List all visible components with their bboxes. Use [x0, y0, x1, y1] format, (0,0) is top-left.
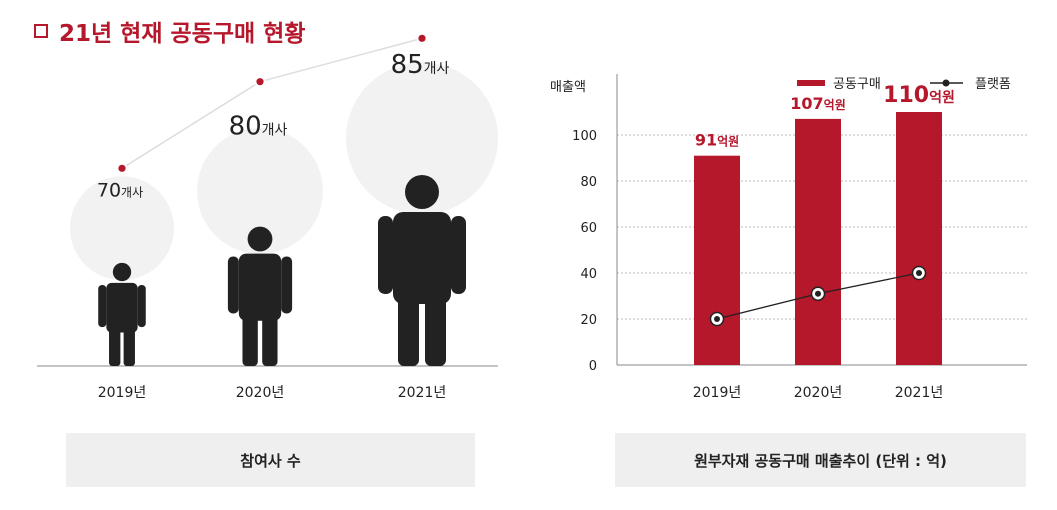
- person-icon: [98, 262, 146, 366]
- participant-value-label: 70개사: [97, 179, 143, 201]
- person-icon-part: [247, 226, 273, 252]
- bar-data-label: 110억원: [883, 83, 955, 108]
- participant-marker: [118, 164, 126, 172]
- participant-bubble: [197, 128, 323, 254]
- person-icon-part: [238, 253, 282, 321]
- bar-data-unit: 억원: [929, 90, 955, 106]
- participant-marker: [418, 34, 426, 42]
- sales-caption-text: 원부자재 공동구매 매출추이 (단위 : 억): [694, 451, 947, 470]
- sales-bar: [896, 112, 942, 365]
- y-tick-label: 60: [580, 221, 597, 236]
- participant-unit: 개사: [424, 61, 450, 77]
- participants-x-tick-label: 2020년: [236, 385, 285, 401]
- platform-point-core: [916, 270, 922, 276]
- participant-unit: 개사: [262, 122, 288, 138]
- sales-caption: 원부자재 공동구매 매출추이 (단위 : 억): [615, 433, 1026, 487]
- page-title-text: 21년 현재 공동구매 현황: [59, 21, 306, 47]
- platform-point-core: [714, 316, 720, 322]
- legend-bar-label: 공동구매: [833, 77, 881, 92]
- y-tick-label: 0: [589, 359, 597, 374]
- person-icon-part: [425, 291, 446, 366]
- x-tick-label: 2021년: [895, 385, 944, 401]
- participant-value-label: 80개사: [229, 111, 288, 141]
- bar-data-value: 110: [883, 83, 929, 108]
- person-icon-part: [106, 282, 138, 333]
- participant-value-label: 85개사: [391, 50, 450, 80]
- person-icon-part: [109, 325, 121, 366]
- person-icon-part: [227, 256, 239, 314]
- person-icon-part: [137, 285, 146, 328]
- legend-bar-swatch: [797, 80, 825, 86]
- y-tick-label: 20: [580, 313, 597, 328]
- participant-bubble: [346, 62, 498, 215]
- participant-bubble: [70, 176, 174, 281]
- person-icon-part: [123, 325, 135, 366]
- person-icon-part: [98, 285, 107, 328]
- person-icon-part: [405, 175, 439, 209]
- person-icon-part: [378, 216, 393, 294]
- x-tick-label: 2020년: [794, 385, 843, 401]
- person-icon-part: [393, 212, 451, 304]
- y-tick-label: 80: [580, 175, 597, 190]
- page-title: 21년 현재 공동구매 현황: [34, 14, 305, 48]
- bar-data-unit: 억원: [717, 135, 739, 149]
- legend-line-marker: [942, 79, 950, 87]
- chart-legend: 공동구매 플랫폼: [797, 77, 1011, 92]
- bar-data-unit: 억원: [824, 98, 846, 112]
- participants-caption-text: 참여사 수: [240, 451, 301, 470]
- y-axis-label: 매출액: [550, 80, 586, 95]
- person-icon-part: [451, 216, 466, 294]
- y-tick-label: 40: [580, 267, 597, 282]
- bar-data-value: 107: [790, 94, 823, 113]
- person-icon-part: [242, 311, 258, 366]
- person-icon-part: [112, 262, 132, 282]
- person-icon: [227, 226, 293, 366]
- participants-caption: 참여사 수: [66, 433, 475, 487]
- participants-x-tick-label: 2021년: [398, 385, 447, 401]
- participant-value: 70: [97, 179, 121, 201]
- sales-bar: [694, 155, 740, 365]
- title-square-icon: [34, 24, 48, 38]
- bar-data-label: 107억원: [790, 94, 846, 113]
- person-icon-part: [281, 256, 293, 314]
- participant-unit: 개사: [121, 185, 143, 199]
- bar-data-label: 91억원: [695, 131, 739, 150]
- participant-value: 80: [229, 111, 262, 141]
- legend-line-label: 플랫폼: [975, 77, 1011, 92]
- person-icon-part: [262, 311, 278, 366]
- person-icon: [378, 175, 466, 366]
- y-tick-label: 100: [572, 129, 597, 144]
- bar-data-value: 91: [695, 131, 717, 150]
- x-tick-label: 2019년: [693, 385, 742, 401]
- person-icon-part: [398, 291, 419, 366]
- participants-x-tick-label: 2019년: [98, 385, 147, 401]
- sales-bar: [795, 118, 841, 366]
- participant-value: 85: [391, 50, 424, 80]
- platform-point-core: [815, 290, 821, 297]
- participant-marker: [256, 78, 264, 86]
